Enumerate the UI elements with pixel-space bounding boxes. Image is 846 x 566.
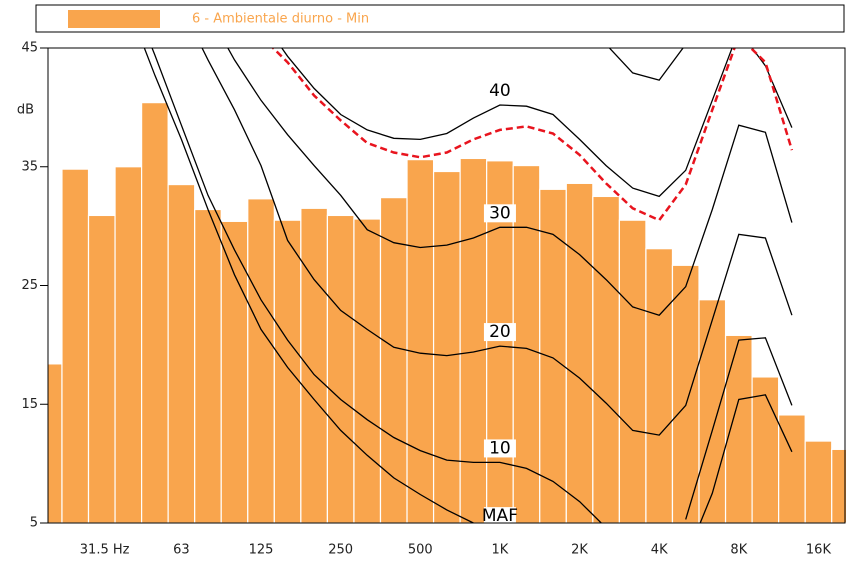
legend-swatch: [68, 10, 160, 28]
curve: [227, 48, 793, 316]
y-tick-label: 15: [21, 397, 38, 412]
curve-label: 40: [489, 81, 511, 101]
bar: [48, 363, 63, 523]
bar: [432, 170, 461, 523]
legend-label: 6 - Ambientale diurno - Min: [192, 12, 369, 27]
curve-label-bg: [483, 323, 516, 342]
bar: [326, 214, 355, 523]
x-tick-label: 63: [173, 543, 190, 558]
bar: [512, 164, 541, 523]
bar: [61, 168, 90, 523]
curve-label: 20: [489, 322, 511, 342]
bar: [247, 198, 275, 523]
plot-area: 40 30 20 10 MAF: [48, 48, 846, 526]
curve-label-bg: [483, 507, 516, 523]
bar: [698, 299, 727, 523]
bar: [406, 159, 435, 523]
curve: [608, 48, 684, 81]
y-tick-label: 35: [21, 159, 38, 174]
bar: [194, 208, 222, 523]
curve: [143, 48, 793, 523]
x-tick-label: 1K: [492, 543, 509, 558]
x-tick-label: 125: [249, 543, 274, 558]
curve-label-bg: [483, 439, 516, 458]
curve: [271, 48, 794, 222]
bar: [87, 214, 116, 523]
bar: [751, 376, 780, 523]
y-tick-label: 5: [30, 516, 38, 531]
bar: [831, 448, 846, 523]
bar: [565, 182, 594, 523]
y-tick-label: 25: [21, 278, 38, 293]
x-tick-label: 31.5 Hz: [80, 543, 130, 558]
curve-label: 10: [489, 438, 511, 458]
curve-label-bg: [483, 204, 516, 223]
bar: [273, 219, 302, 523]
bar: [645, 248, 674, 523]
x-tick-label: 2K: [571, 543, 588, 558]
curve: [280, 48, 793, 198]
bar: [671, 264, 700, 523]
curve-label: MAF: [482, 506, 518, 526]
bar: [220, 220, 249, 523]
y-axis-label: dB: [17, 103, 34, 118]
curve-label-bg: [483, 82, 516, 100]
legend-box: [35, 4, 845, 33]
curve-label: 30: [489, 203, 511, 223]
bar: [167, 183, 196, 523]
bar: [724, 334, 753, 523]
bar: [539, 188, 567, 523]
x-tick-label: 16K: [806, 543, 832, 558]
curve: [151, 48, 793, 523]
bar: [618, 219, 647, 523]
x-tick-label: 500: [408, 543, 433, 558]
bar: [114, 166, 143, 523]
curve: [201, 48, 793, 436]
x-tick-label: 250: [328, 543, 353, 558]
bar: [353, 218, 382, 523]
bar: [300, 207, 329, 523]
bar: [804, 440, 833, 523]
x-tick-label: 8K: [730, 543, 747, 558]
bar: [459, 157, 488, 523]
bar: [379, 197, 408, 523]
bar: [592, 195, 620, 523]
bar: [141, 102, 169, 523]
x-tick-label: 4K: [651, 543, 668, 558]
y-tick-label: 45: [21, 41, 38, 56]
